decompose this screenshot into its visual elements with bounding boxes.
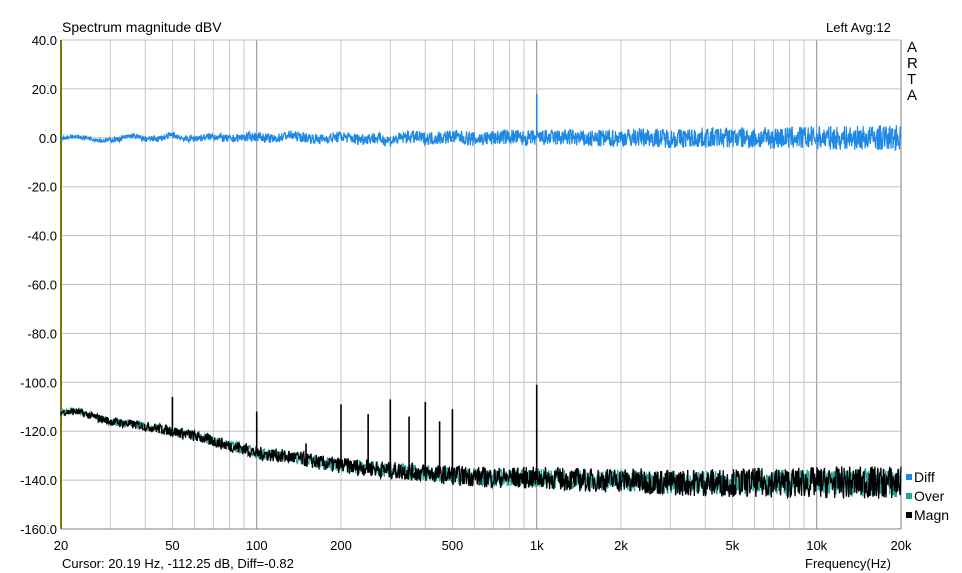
legend-magn-swatch <box>906 512 912 518</box>
y-tick-label: 0.0 <box>39 131 57 146</box>
brand-letter: T <box>907 71 917 88</box>
y-tick-label: -160.0 <box>20 522 57 537</box>
chart-title: Spectrum magnitude dBV <box>62 19 222 35</box>
y-tick-label: -60.0 <box>27 278 57 293</box>
brand-letter: A <box>907 87 918 104</box>
legend-over: Over <box>906 488 944 504</box>
y-tick-label: -120.0 <box>20 424 57 439</box>
x-tick-label: 200 <box>330 538 352 553</box>
x-tick-label: 50 <box>165 538 179 553</box>
legend-diff-label: Diff <box>914 469 935 485</box>
brand-letter: A <box>907 39 918 56</box>
legend-magn: Magn <box>906 507 949 523</box>
x-tick-label: 20k <box>891 538 912 553</box>
x-axis-title: Frequency(Hz) <box>805 556 891 571</box>
y-tick-label: -20.0 <box>27 180 57 195</box>
legend-diff-swatch <box>906 474 912 480</box>
x-tick-label: 1k <box>530 538 544 553</box>
legend-diff: Diff <box>906 469 935 485</box>
legend-over-label: Over <box>914 488 945 504</box>
y-tick-label: -80.0 <box>27 326 57 341</box>
cursor-readout: Cursor: 20.19 Hz, -112.25 dB, Diff=-0.82 <box>62 556 294 571</box>
x-tick-label: 500 <box>442 538 464 553</box>
y-tick-label: -40.0 <box>27 229 57 244</box>
y-tick-label: 40.0 <box>32 33 57 48</box>
legend-magn-label: Magn <box>914 507 950 523</box>
y-tick-label: -100.0 <box>20 375 57 390</box>
diff-series-line <box>60 125 902 151</box>
magn-series-line <box>60 407 902 500</box>
x-tick-label: 20 <box>54 538 68 553</box>
x-tick-label: 100 <box>246 538 268 553</box>
y-tick-label: 20.0 <box>32 82 57 97</box>
legend-over-swatch <box>906 493 912 499</box>
y-tick-label: -140.0 <box>20 473 57 488</box>
x-tick-label: 5k <box>726 538 740 553</box>
x-tick-label: 10k <box>806 538 827 553</box>
channel-avg-label: Left Avg:12 <box>826 20 891 35</box>
x-tick-label: 2k <box>614 538 628 553</box>
brand-letter: R <box>907 55 918 72</box>
